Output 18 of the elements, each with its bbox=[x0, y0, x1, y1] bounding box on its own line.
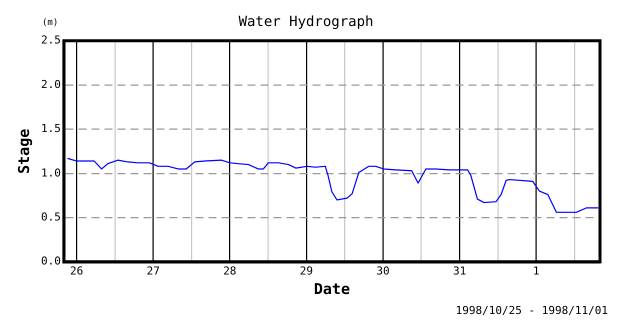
y-tick-label: 1.5 bbox=[40, 122, 61, 136]
x-axis-title: Date bbox=[314, 280, 350, 298]
y-tick-label: 1.0 bbox=[40, 166, 61, 180]
x-tick-label: 28 bbox=[223, 264, 236, 278]
y-tick-label: 2.5 bbox=[40, 34, 61, 47]
x-tick-label: 31 bbox=[452, 264, 466, 278]
x-tick-label: 27 bbox=[146, 264, 160, 278]
y-tick-label: 2.0 bbox=[40, 78, 61, 91]
text: 1998/10/25 - 1998/11/01 bbox=[456, 304, 608, 317]
x-tick-label: 26 bbox=[70, 264, 84, 278]
chart-title: Water Hydrograph bbox=[238, 14, 374, 30]
x-tick-label: 29 bbox=[300, 264, 314, 278]
x-tick-label: 1 bbox=[532, 264, 540, 278]
text: (m) bbox=[42, 18, 58, 28]
y-axis-title: Stage bbox=[14, 128, 33, 174]
y-tick-label: 0.0 bbox=[40, 254, 61, 268]
y-tick-label: 0.5 bbox=[40, 210, 61, 224]
x-tick-label: 30 bbox=[376, 264, 390, 278]
